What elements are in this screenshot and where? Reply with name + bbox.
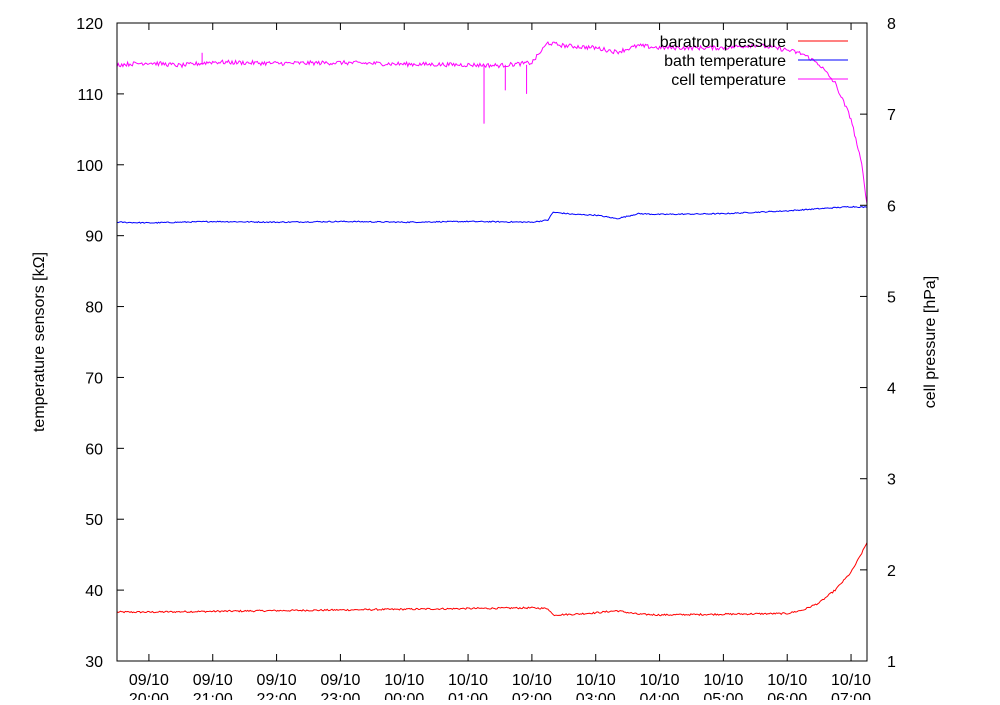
plot-lines [116,41,868,661]
left-tick-label: 90 [85,229,103,246]
left-tick-label: 100 [76,158,103,175]
left-tick-label: 70 [85,370,103,387]
x-tick-time: 22:00 [257,691,297,700]
left-tick-label: 30 [85,654,103,671]
x-tick-date: 10/10 [576,672,616,689]
right-tick-label: 5 [887,289,896,306]
left-tick-label: 60 [85,441,103,458]
series-line [116,41,868,661]
x-tick-date: 09/10 [193,672,233,689]
x-tick-time: 21:00 [193,691,233,700]
x-tick-date: 10/10 [512,672,552,689]
x-tick-time: 07:00 [831,691,871,700]
right-axis-ticks: 1 2 3 4 5 6 7 8 [860,16,896,671]
left-tick-label: 50 [85,512,103,529]
x-tick-date: 10/10 [703,672,743,689]
left-tick-label: 120 [76,16,103,33]
legend: baratron pressure bath temperature cell te… [660,34,848,89]
x-tick-date: 09/10 [129,672,169,689]
x-tick-time: 20:00 [129,691,169,700]
x-tick-date: 10/10 [767,672,807,689]
x-tick-date: 10/10 [448,672,488,689]
right-tick-label: 4 [887,381,896,398]
right-tick-label: 8 [887,16,896,33]
legend-label: bath temperature [664,53,786,70]
x-tick-time: 03:00 [576,691,616,700]
right-axis-title: cell pressure [hPa] [922,276,939,409]
legend-label: cell temperature [671,72,786,89]
plot-frame [116,22,868,662]
x-axis-ticks: 09/10 20:00 09/10 21:00 09/10 22:00 09/10 23:00… [129,23,871,705]
x-tick-date: 10/10 [831,672,871,689]
x-tick-date: 09/10 [320,672,360,689]
legend-label: baratron pressure [660,34,786,51]
left-tick-label: 110 [77,87,103,104]
right-tick-label: 2 [887,563,896,580]
right-tick-label: 6 [887,198,896,215]
right-tick-label: 1 [887,654,896,671]
x-tick-time: 06:00 [767,691,807,700]
right-tick-label: 3 [887,472,896,489]
series-line [116,205,868,224]
left-axis-title: temperature sensors [kΩ] [31,252,48,432]
x-tick-time: 23:00 [320,691,360,700]
x-tick-time: 04:00 [640,691,680,700]
left-tick-label: 40 [85,583,103,600]
x-tick-time: 00:00 [384,691,424,700]
x-tick-date: 09/10 [257,672,297,689]
x-tick-time: 02:00 [512,691,552,700]
x-tick-time: 01:00 [448,691,488,700]
left-axis-ticks: 30 40 50 60 70 80 90 100 110 120 [76,16,124,671]
x-tick-time: 05:00 [703,691,743,700]
x-tick-date: 10/10 [384,672,424,689]
series-line [116,542,868,617]
left-tick-label: 80 [85,300,103,317]
x-tick-date: 10/10 [640,672,680,689]
right-tick-label: 7 [887,107,896,124]
